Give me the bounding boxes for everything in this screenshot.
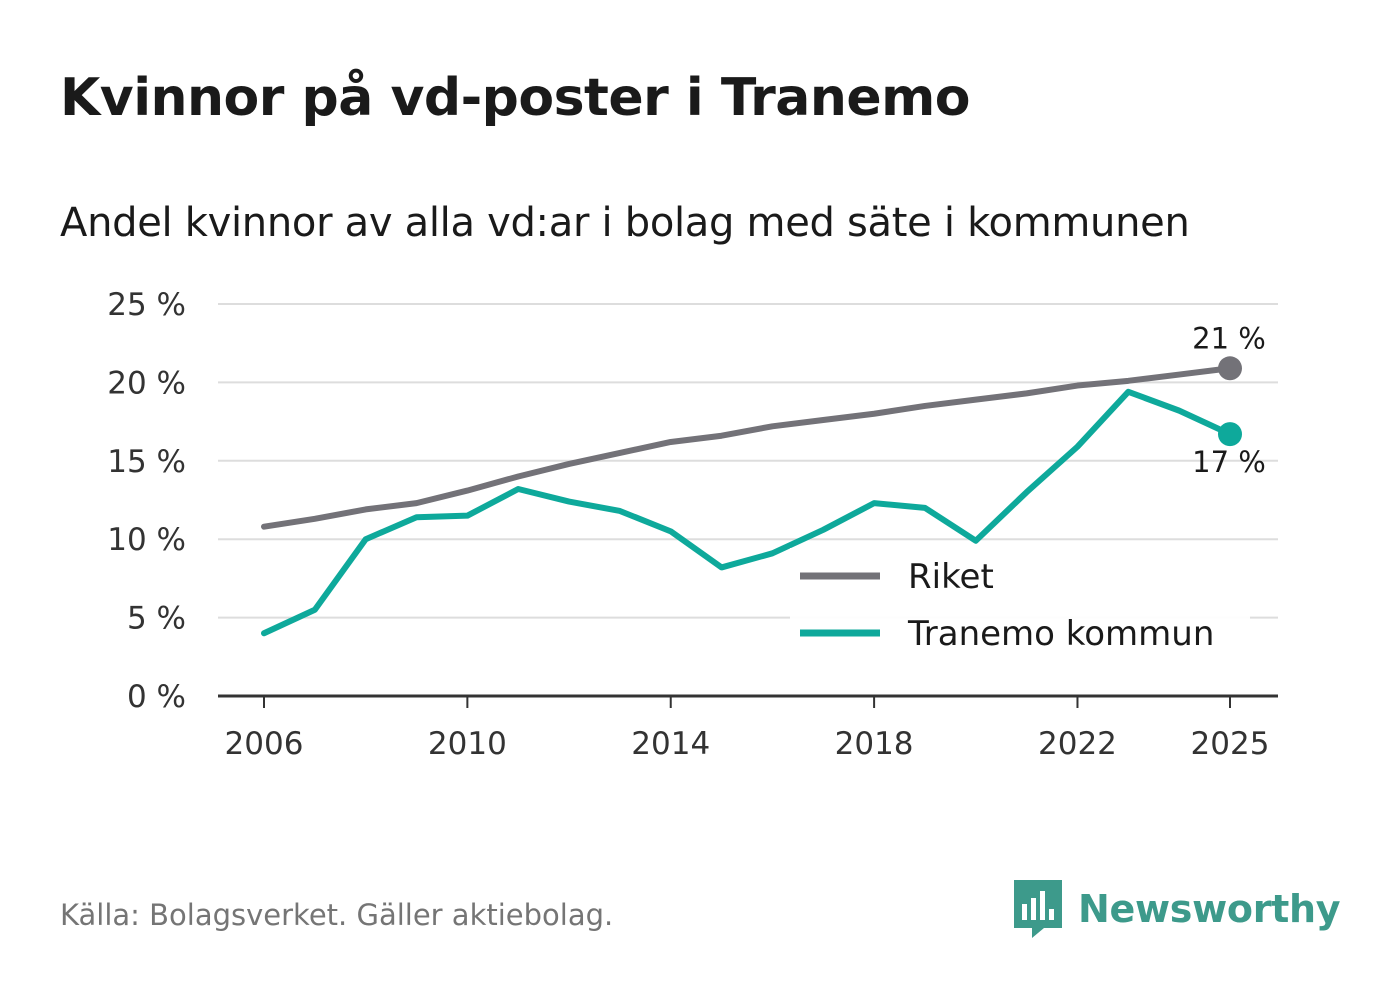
y-tick-label: 0 % bbox=[127, 679, 186, 715]
x-tick-label: 2014 bbox=[631, 726, 710, 762]
series-end-label: 21 % bbox=[1192, 321, 1266, 355]
legend-label: Tranemo kommun bbox=[907, 614, 1214, 654]
x-tick-label: 2025 bbox=[1191, 726, 1270, 762]
y-tick-label: 15 % bbox=[107, 444, 186, 480]
y-tick-label: 25 % bbox=[107, 287, 186, 323]
series-line-riket bbox=[261, 365, 1233, 530]
y-tick-label: 5 % bbox=[127, 601, 186, 637]
y-tick-label: 10 % bbox=[107, 522, 186, 558]
series-end-marker bbox=[1218, 422, 1242, 447]
x-tick-label: 2010 bbox=[428, 726, 507, 762]
x-tick-label: 2022 bbox=[1038, 726, 1117, 762]
series-end-marker bbox=[1218, 356, 1242, 381]
legend-label: Riket bbox=[908, 557, 994, 597]
series-line-tranemo-kommun bbox=[261, 388, 1233, 637]
newsworthy-icon bbox=[1014, 880, 1062, 938]
line-chart: 0 % 5 % 10 % 15 % 20 % 25 % 2006 2010 2014 2018 20… bbox=[107, 287, 1278, 762]
y-tick-label: 20 % bbox=[107, 365, 186, 401]
series-end-label: 17 % bbox=[1192, 445, 1266, 479]
brand-logo: Newsworthy bbox=[1012, 878, 1341, 940]
source-note: Källa: Bolagsverket. Gäller aktiebolag. bbox=[60, 898, 614, 932]
chart-subtitle: Andel kvinnor av alla vd:ar i bolag med … bbox=[60, 200, 1190, 246]
chart-title: Kvinnor på vd-poster i Tranemo bbox=[60, 68, 971, 128]
x-tick-label: 2018 bbox=[835, 726, 914, 762]
legend-background bbox=[790, 548, 1250, 660]
brand-name: Newsworthy bbox=[1078, 887, 1341, 931]
x-tick-label: 2006 bbox=[225, 726, 304, 762]
